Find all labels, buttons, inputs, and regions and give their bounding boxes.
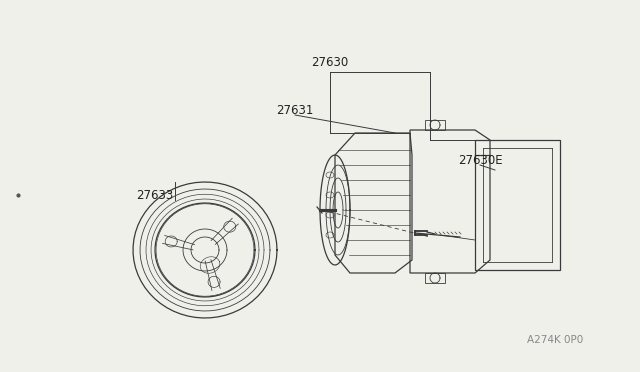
Text: 27633: 27633 xyxy=(136,189,173,202)
Text: A274K 0P0: A274K 0P0 xyxy=(527,335,583,345)
Text: 27630E: 27630E xyxy=(458,154,502,167)
Text: 27631: 27631 xyxy=(276,103,314,116)
Text: 27630: 27630 xyxy=(312,55,349,68)
